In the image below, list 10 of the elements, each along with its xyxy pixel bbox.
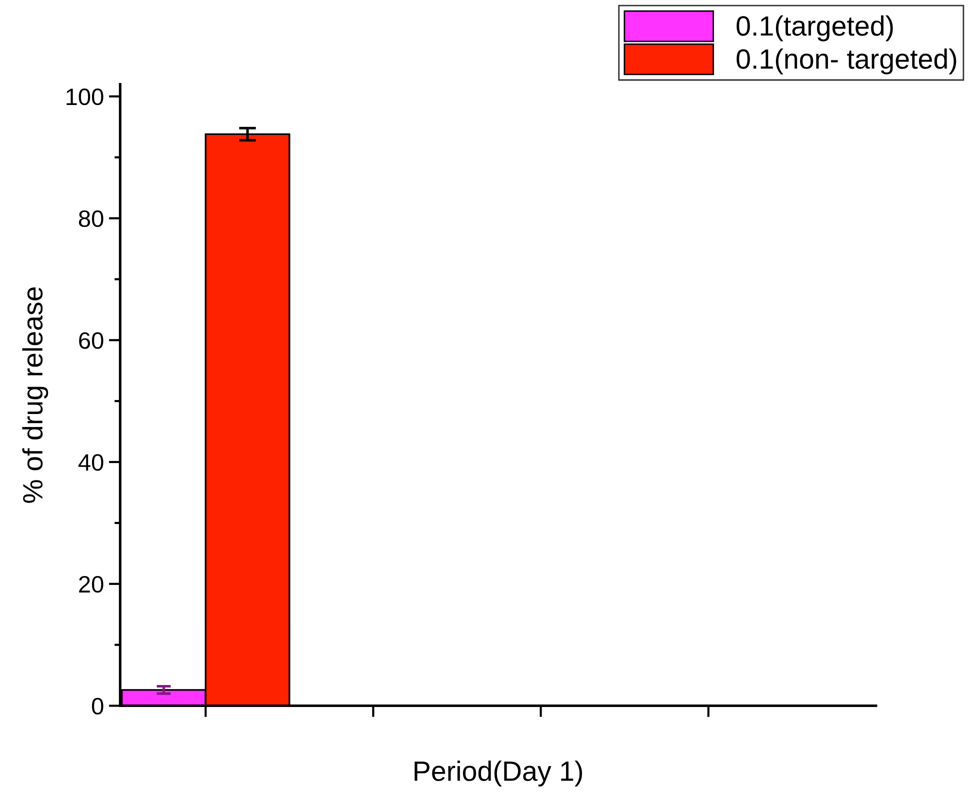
y-tick-label: 100 [66, 88, 104, 106]
x-axis-title: Period(Day 1) [414, 760, 582, 787]
legend-label: 0.1(targeted) [736, 15, 893, 42]
legend-label: 0.1(non- targeted) [736, 48, 956, 74]
y-tick-label: 40 [78, 454, 104, 471]
y-tick-label: 80 [78, 210, 104, 228]
y-tick-label: 20 [79, 576, 104, 593]
y-tick-label: 60 [79, 332, 104, 349]
y-tick-label: 0 [92, 698, 104, 715]
y-axis-title: % of drug release [22, 287, 48, 503]
